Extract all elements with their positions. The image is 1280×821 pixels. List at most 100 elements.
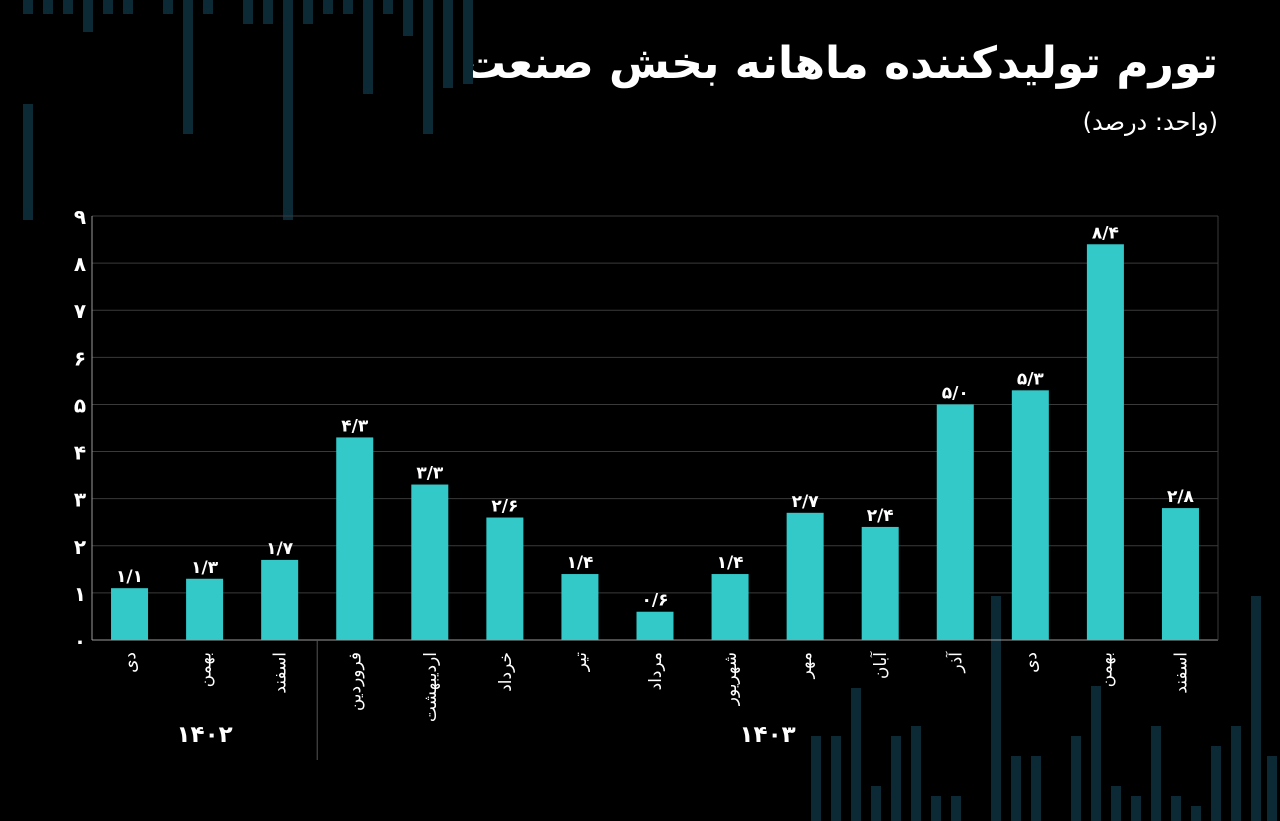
bar-value-label: ۵/۰: [942, 383, 969, 403]
x-tick-label: شهریور: [721, 652, 741, 706]
decor-bar: [203, 0, 213, 14]
decor-bar: [1091, 686, 1101, 821]
y-tick-label: ۰: [74, 629, 86, 653]
bar-value-label: ۵/۳: [1017, 369, 1045, 389]
chart-subtitle: (واحد: درصد): [1082, 108, 1218, 136]
x-tick-label: بهمن: [1096, 652, 1116, 687]
x-tick-label: فروردین: [346, 652, 366, 711]
decor-bar: [323, 0, 333, 14]
x-tick-label: اسفند: [1171, 652, 1191, 694]
grid-lines: [91, 215, 1219, 641]
x-tick-label: تیر: [571, 652, 591, 673]
bar: [1161, 508, 1199, 640]
year-groups: ۱۴۰۲ ۱۴۰۳: [177, 640, 796, 760]
bar: [1011, 390, 1049, 640]
bar: [261, 559, 299, 640]
y-tick-label: ۲: [74, 535, 86, 559]
x-axis: دی بهمن اسفند فروردین اردیبهشت خرداد تیر مرداد ش…: [121, 651, 1192, 722]
bar: [636, 611, 674, 640]
y-tick-label: ۵: [74, 393, 86, 417]
decor-bar: [283, 0, 293, 220]
decor-bar: [1151, 726, 1161, 821]
decor-bar: [163, 0, 173, 14]
y-tick-label: ۴: [74, 441, 86, 465]
decor-bar: [1071, 736, 1081, 821]
x-tick-label: آذر: [944, 651, 966, 674]
x-tick-label: مرداد: [646, 652, 666, 690]
decor-bar: [1211, 746, 1221, 821]
decor-bar: [931, 796, 941, 821]
x-tick-label: آبان: [869, 651, 891, 679]
decor-bar: [1267, 756, 1277, 821]
bar: [486, 517, 524, 640]
chart-title: تورم تولیدکننده ماهانه بخش صنعت: [461, 38, 1218, 89]
bar-value-label: ۰/۶: [642, 591, 669, 611]
decor-bar: [851, 688, 861, 821]
bar-value-label: ۱/۷: [266, 539, 294, 559]
y-tick-label: ۷: [74, 299, 86, 323]
decor-bar: [463, 0, 473, 84]
decor-bar: [1131, 796, 1141, 821]
decor-bar: [103, 0, 113, 14]
decor-bar: [23, 104, 33, 220]
bar-value-label: ۱/۴: [566, 553, 593, 573]
bars: [111, 244, 1199, 640]
y-tick-label: ۱: [74, 582, 86, 606]
decor-bar: [303, 0, 313, 24]
decor-bar: [1111, 786, 1121, 821]
x-tick-label: خرداد: [496, 652, 516, 692]
x-tick-label: مهر: [796, 652, 816, 679]
x-tick-label: اسفند: [271, 652, 291, 694]
decor-bar: [43, 0, 53, 14]
decor-bar: [63, 0, 73, 14]
y-tick-label: ۹: [74, 205, 86, 229]
bar: [786, 512, 824, 640]
decor-bar: [891, 736, 901, 821]
decor-bar: [1171, 796, 1181, 821]
bar: [1086, 244, 1124, 640]
value-labels: ۱/۱ ۱/۳ ۱/۷ ۴/۳ ۳/۳ ۲/۶ ۱/۴ ۰/۶ ۱/۴ ۲/۷ ۲/۴ ۵/۰ ۵/۳ ۸…: [116, 223, 1195, 610]
x-tick-label: اردیبهشت: [421, 652, 441, 722]
bar-value-label: ۱/۱: [116, 567, 143, 587]
decor-bar: [83, 0, 93, 32]
x-tick-label: بهمن: [196, 652, 216, 687]
decor-bar: [343, 0, 353, 14]
y-tick-label: ۶: [74, 346, 86, 370]
decor-bar: [383, 0, 393, 14]
decor-bar: [263, 0, 273, 24]
bar-value-label: ۲/۴: [867, 506, 894, 526]
decor-bar: [831, 736, 841, 821]
decor-bar: [123, 0, 133, 14]
x-tick-label: دی: [121, 652, 141, 673]
y-tick-label: ۳: [74, 488, 86, 512]
decor-bar: [1031, 756, 1041, 821]
background-decoration: [23, 0, 1277, 821]
decor-bar: [1251, 596, 1261, 821]
bar: [936, 404, 974, 640]
bar: [111, 588, 149, 640]
year-group-label: ۱۴۰۳: [740, 722, 796, 748]
decor-bar: [1231, 726, 1241, 821]
decor-bar: [811, 736, 821, 821]
bar: [861, 526, 899, 640]
decor-bar: [403, 0, 413, 36]
decor-bar: [183, 0, 193, 134]
bar: [561, 574, 599, 640]
bar: [711, 574, 749, 640]
decor-bar: [951, 796, 961, 821]
decor-bar: [1191, 806, 1201, 821]
decor-bar: [1011, 756, 1021, 821]
decor-bar: [363, 0, 373, 94]
bar-value-label: ۲/۷: [792, 492, 820, 512]
bar-value-label: ۸/۴: [1092, 223, 1119, 243]
bar-value-label: ۱/۴: [717, 553, 744, 573]
bar-value-label: ۲/۸: [1167, 487, 1195, 507]
bar: [411, 484, 449, 640]
bar-value-label: ۲/۶: [491, 497, 518, 517]
decor-bar: [243, 0, 253, 24]
y-tick-label: ۸: [74, 252, 86, 276]
y-axis: ۰ ۱ ۲ ۳ ۴ ۵ ۶ ۷ ۸ ۹: [74, 205, 86, 653]
bar-value-label: ۳/۳: [416, 464, 444, 484]
decor-bar: [423, 0, 433, 134]
